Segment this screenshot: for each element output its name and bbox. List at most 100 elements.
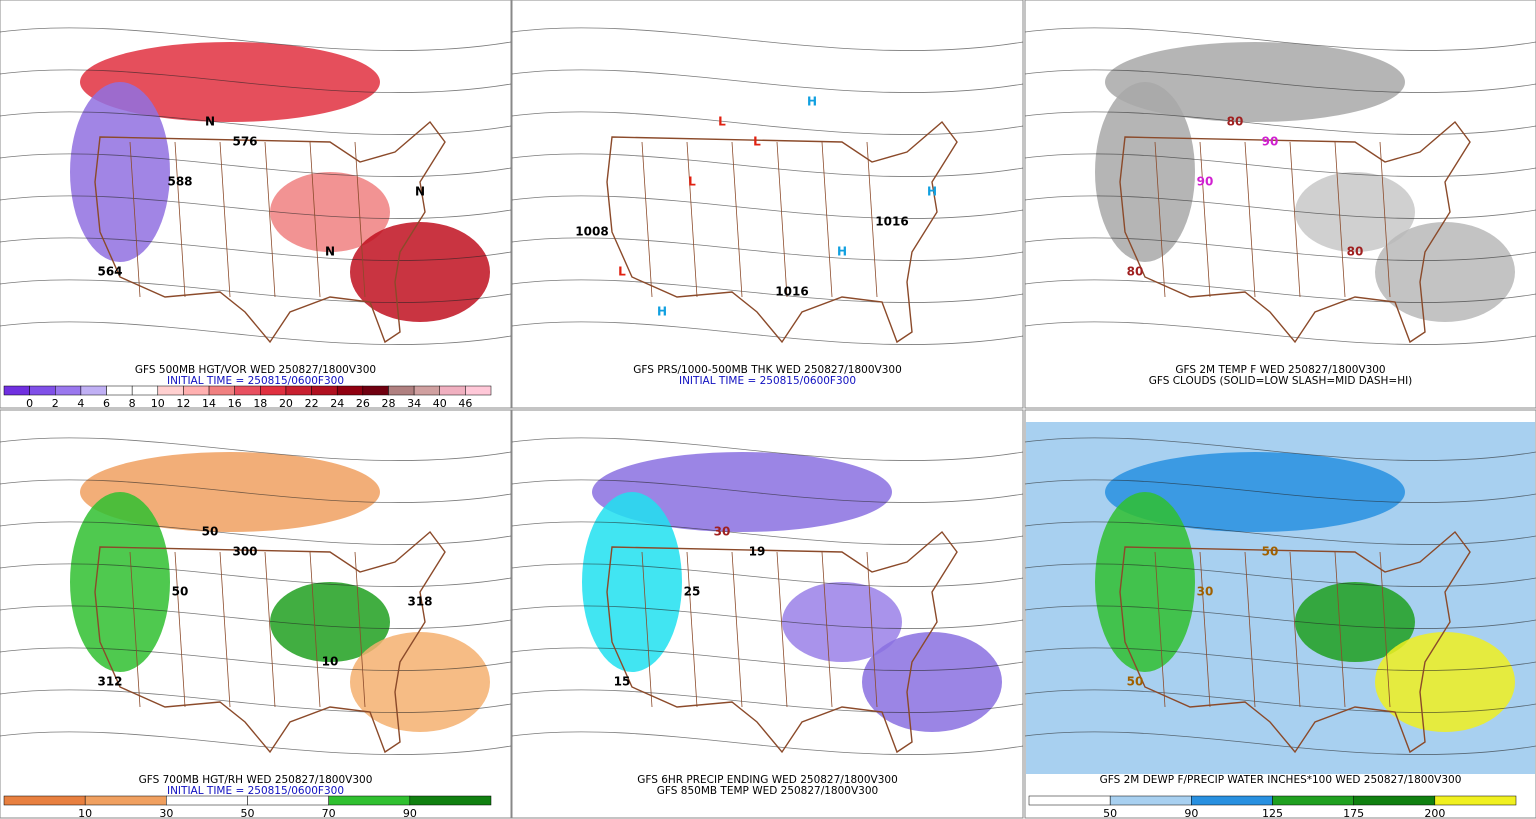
map-background xyxy=(513,12,1022,364)
map-label: 80 xyxy=(1127,265,1144,279)
contour-line xyxy=(511,111,1024,135)
state-line xyxy=(354,551,366,708)
state-line xyxy=(641,551,653,708)
map-label: 300 xyxy=(232,545,257,559)
colorbar-box xyxy=(247,795,329,806)
colorbar-label: 125 xyxy=(1262,807,1283,819)
colorbar-box xyxy=(388,385,415,396)
caption: GFS 500MB HGT/VOR WED 250827/1800V300 xyxy=(135,364,376,376)
us-outline xyxy=(94,530,446,754)
map-label: 90 xyxy=(1197,175,1214,189)
state-line xyxy=(264,141,276,298)
shaded-area xyxy=(350,222,490,322)
contour-line xyxy=(0,321,512,345)
caption: GFS 6HR PRECIP ENDING WED 250827/1800V30… xyxy=(637,774,898,786)
state-line xyxy=(1244,551,1256,708)
contour-line xyxy=(1024,479,1536,503)
colorbar-box xyxy=(439,385,466,396)
colorbar-label: 200 xyxy=(1424,807,1445,819)
colorbar-label: 18 xyxy=(253,397,267,410)
panel: 312 300 50 50 10 318 GFS 700MB HGT/RH WED 2508… xyxy=(0,409,512,819)
contour-line xyxy=(511,237,1024,261)
contour-line xyxy=(511,69,1024,93)
contour-line xyxy=(0,27,512,51)
map-label: 80 xyxy=(1227,115,1244,129)
map-label: 15 xyxy=(614,675,631,689)
contour-line xyxy=(0,279,512,303)
state-line xyxy=(1199,551,1211,708)
contour-line xyxy=(511,479,1024,503)
state-line xyxy=(1154,551,1166,708)
panel: L L L L H H H H 1008 1016 1016 GFS PRS/1000-500MB T… xyxy=(511,0,1024,409)
contour-line xyxy=(0,437,512,461)
state-line xyxy=(686,141,698,298)
state-line xyxy=(776,141,788,298)
contour-line xyxy=(1024,689,1536,713)
contour-line xyxy=(511,279,1024,303)
shaded-area xyxy=(1095,492,1195,672)
colorbar-box xyxy=(1028,795,1111,806)
state-line xyxy=(1334,551,1346,708)
colorbar-box xyxy=(29,385,56,396)
colorbar-label: 90 xyxy=(403,807,417,819)
state-line xyxy=(129,551,141,708)
map-label: 1008 xyxy=(575,225,608,239)
shaded-area xyxy=(70,82,170,262)
colorbar-label: 26 xyxy=(356,397,370,410)
colorbar-label: 0 xyxy=(26,397,33,410)
colorbar-label: 14 xyxy=(202,397,216,410)
contour-line xyxy=(511,27,1024,51)
colorbar-box xyxy=(260,385,287,396)
colorbar-label: 28 xyxy=(381,397,395,410)
contour-line xyxy=(511,605,1024,629)
us-outline xyxy=(1119,530,1471,754)
colorbar-label: 2 xyxy=(52,397,59,410)
state-line xyxy=(219,551,231,708)
contour-line xyxy=(1024,69,1536,93)
caption: GFS 2M TEMP F WED 250827/1800V300 xyxy=(1175,364,1385,376)
colorbar-box xyxy=(328,795,411,806)
contour-line xyxy=(0,195,512,219)
map-label: H xyxy=(657,305,667,319)
contour-line xyxy=(1024,111,1536,135)
colorbar-box xyxy=(409,795,492,806)
panel: 80 90 90 80 80 GFS 2M TEMP F WED 250827/1800V… xyxy=(1024,0,1536,409)
map-label: 30 xyxy=(1197,585,1214,599)
contour-line xyxy=(511,647,1024,671)
state-line xyxy=(1289,141,1301,298)
colorbar-label: 46 xyxy=(458,397,472,410)
contour-line xyxy=(1024,321,1536,345)
panel: 50 50 30 GFS 2M DEWP F/PRECIP WATER INCHES*… xyxy=(1024,409,1536,819)
map-label: 318 xyxy=(407,595,432,609)
colorbar-box xyxy=(413,385,440,396)
shaded-area xyxy=(1375,632,1515,732)
state-line xyxy=(174,551,186,708)
contour-line xyxy=(511,521,1024,545)
colorbar-box xyxy=(80,385,107,396)
contour-line xyxy=(1024,279,1536,303)
colorbar-box xyxy=(3,385,30,396)
map-label: H xyxy=(837,245,847,259)
map-label: L xyxy=(753,135,761,149)
state-line xyxy=(641,141,653,298)
colorbar-label: 34 xyxy=(407,397,421,410)
colorbar-label: 16 xyxy=(228,397,242,410)
contour-line xyxy=(511,563,1024,587)
colorbar-box xyxy=(84,795,167,806)
contour-line xyxy=(0,111,512,135)
shaded-area xyxy=(80,452,380,532)
colorbar-label: 30 xyxy=(159,807,173,819)
contour-line xyxy=(1024,27,1536,51)
map-label: L xyxy=(688,175,696,189)
colorbar-label: 175 xyxy=(1343,807,1364,819)
contour-line xyxy=(1024,563,1536,587)
state-line xyxy=(776,551,788,708)
state-line xyxy=(821,551,833,708)
colorbar-label: 20 xyxy=(279,397,293,410)
state-line xyxy=(1154,141,1166,298)
contour-line xyxy=(1024,437,1536,461)
contour-line xyxy=(1024,731,1536,755)
colorbar-box xyxy=(3,795,86,806)
state-line xyxy=(1379,551,1391,708)
